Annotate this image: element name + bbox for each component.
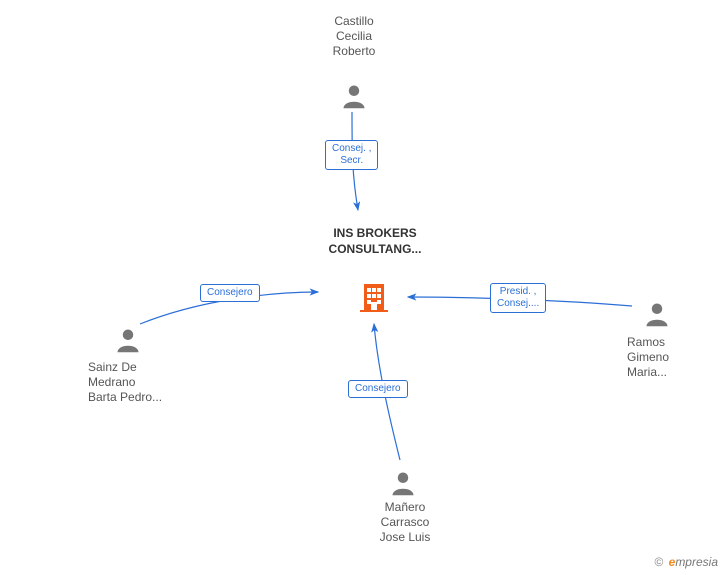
edge-label-top: Consej. , Secr. <box>325 140 378 170</box>
person-label-bottom: Mañero Carrasco Jose Luis <box>360 500 450 545</box>
person-icon <box>643 300 671 328</box>
person-label-left: Sainz De Medrano Barta Pedro... <box>88 360 208 405</box>
person-label-top: Castillo Cecilia Roberto <box>306 14 402 59</box>
person-icon <box>340 82 368 110</box>
brand-rest: mpresia <box>675 555 718 569</box>
building-icon <box>358 280 390 312</box>
person-label-right: Ramos Gimeno Maria... <box>627 335 717 380</box>
person-icon <box>114 326 142 354</box>
edge-label-bottom: Consejero <box>348 380 408 398</box>
edge-label-right: Presid. , Consej.... <box>490 283 546 313</box>
edge-label-left: Consejero <box>200 284 260 302</box>
person-icon <box>389 469 417 497</box>
copyright-symbol: © <box>654 555 663 569</box>
footer-brand: © empresia <box>654 555 718 569</box>
center-company-label: INS BROKERS CONSULTANG... <box>320 226 430 257</box>
diagram-canvas: INS BROKERS CONSULTANG... Castillo Cecil… <box>0 0 728 575</box>
